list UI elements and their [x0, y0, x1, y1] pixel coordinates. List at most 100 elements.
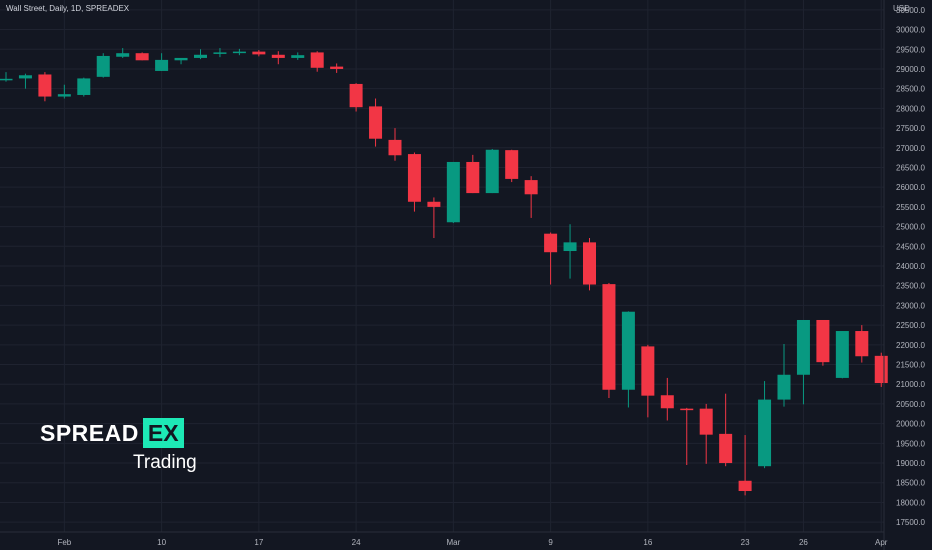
candle-body [116, 53, 130, 57]
candle-body [407, 154, 421, 202]
candle-body [155, 59, 169, 71]
y-tick-label: 29000.0 [896, 65, 925, 74]
candle-body [0, 78, 13, 81]
y-tick-label: 21500.0 [896, 361, 925, 370]
candle[interactable] [57, 84, 71, 99]
candle[interactable] [835, 331, 849, 379]
candle-body [796, 319, 810, 375]
candle-body [719, 433, 733, 464]
candle[interactable] [18, 73, 32, 89]
candle[interactable] [544, 232, 558, 285]
candle[interactable] [660, 377, 674, 421]
candle-body [738, 480, 752, 492]
currency-label: USD [893, 4, 910, 13]
logo-main-text: SPREAD [40, 420, 139, 446]
y-tick-label: 18000.0 [896, 498, 925, 507]
candle-body [38, 74, 52, 97]
candle[interactable] [135, 52, 149, 61]
candle-body [758, 399, 772, 467]
candle-body [252, 51, 266, 55]
logo-box-text: EX [142, 418, 184, 448]
candle[interactable] [232, 48, 246, 56]
candle-body [602, 284, 616, 390]
y-tick-label: 20500.0 [896, 400, 925, 409]
logo-subtitle: Trading [133, 452, 197, 473]
candle[interactable] [213, 48, 227, 58]
x-tick-label: 10 [157, 538, 166, 547]
candle-body [271, 54, 285, 58]
candle[interactable] [855, 325, 869, 363]
candle-body [563, 242, 577, 252]
candle[interactable] [796, 319, 810, 405]
candle[interactable] [505, 149, 519, 183]
candle-body [777, 374, 791, 400]
candle-body [583, 242, 596, 285]
candle[interactable] [77, 77, 91, 97]
candle[interactable] [874, 352, 888, 387]
candle[interactable] [310, 51, 324, 72]
candle[interactable] [738, 435, 752, 496]
candle[interactable] [38, 72, 52, 102]
candle[interactable] [349, 83, 363, 112]
candle[interactable] [641, 344, 655, 418]
candle[interactable] [330, 63, 344, 73]
y-tick-label: 23500.0 [896, 282, 925, 291]
candle[interactable] [174, 57, 188, 65]
y-tick-label: 29500.0 [896, 45, 925, 54]
candle-body [660, 395, 674, 409]
candle-body [621, 311, 635, 390]
candle-body [524, 180, 538, 195]
candle[interactable] [252, 50, 266, 57]
x-tick-label: 17 [254, 538, 263, 547]
candle-body [330, 66, 344, 69]
candle-body [18, 75, 32, 79]
candle[interactable] [291, 52, 305, 60]
candle[interactable] [602, 282, 616, 399]
candle[interactable] [621, 311, 635, 408]
x-tick-label: 16 [643, 538, 652, 547]
candle-body [77, 78, 91, 95]
y-tick-label: 19500.0 [896, 439, 925, 448]
y-tick-label: 19000.0 [896, 459, 925, 468]
candle-body [232, 51, 246, 54]
candle[interactable] [427, 197, 441, 239]
x-tick-label: 9 [548, 538, 553, 547]
candle-body [427, 201, 441, 207]
y-tick-label: 22500.0 [896, 321, 925, 330]
candle[interactable] [583, 238, 596, 291]
candle[interactable] [194, 49, 207, 60]
candle-body [446, 161, 460, 223]
candle[interactable] [563, 224, 577, 279]
candle[interactable] [388, 128, 402, 161]
candle[interactable] [680, 407, 694, 466]
candle[interactable] [369, 98, 383, 147]
candle[interactable] [816, 319, 830, 366]
candle[interactable] [407, 152, 421, 212]
candle[interactable] [0, 72, 13, 82]
candle[interactable] [116, 48, 130, 58]
candle[interactable] [446, 161, 460, 224]
candle[interactable] [271, 51, 285, 65]
x-tick-label: Mar [446, 538, 460, 547]
y-tick-label: 20000.0 [896, 420, 925, 429]
candle-body [135, 53, 149, 61]
candle[interactable] [524, 176, 538, 218]
y-tick-label: 28500.0 [896, 85, 925, 94]
candle-body [505, 150, 519, 179]
candle-body [466, 161, 480, 194]
candle-body [194, 54, 207, 58]
time-axis[interactable]: Feb 10 17 24 Mar 9 16 23 26 Apr [0, 531, 888, 547]
candle[interactable] [758, 381, 772, 469]
candle[interactable] [96, 53, 110, 78]
candle[interactable] [466, 154, 480, 194]
candle[interactable] [485, 148, 499, 194]
candle[interactable] [719, 393, 733, 467]
candle[interactable] [699, 403, 713, 464]
candle[interactable] [155, 53, 169, 71]
y-tick-label: 21000.0 [896, 380, 925, 389]
candle-body [874, 355, 888, 384]
candle[interactable] [777, 344, 791, 407]
price-axis[interactable]: 17500.0 18000.0 18500.0 19000.0 19500.0 20000… [883, 0, 925, 550]
